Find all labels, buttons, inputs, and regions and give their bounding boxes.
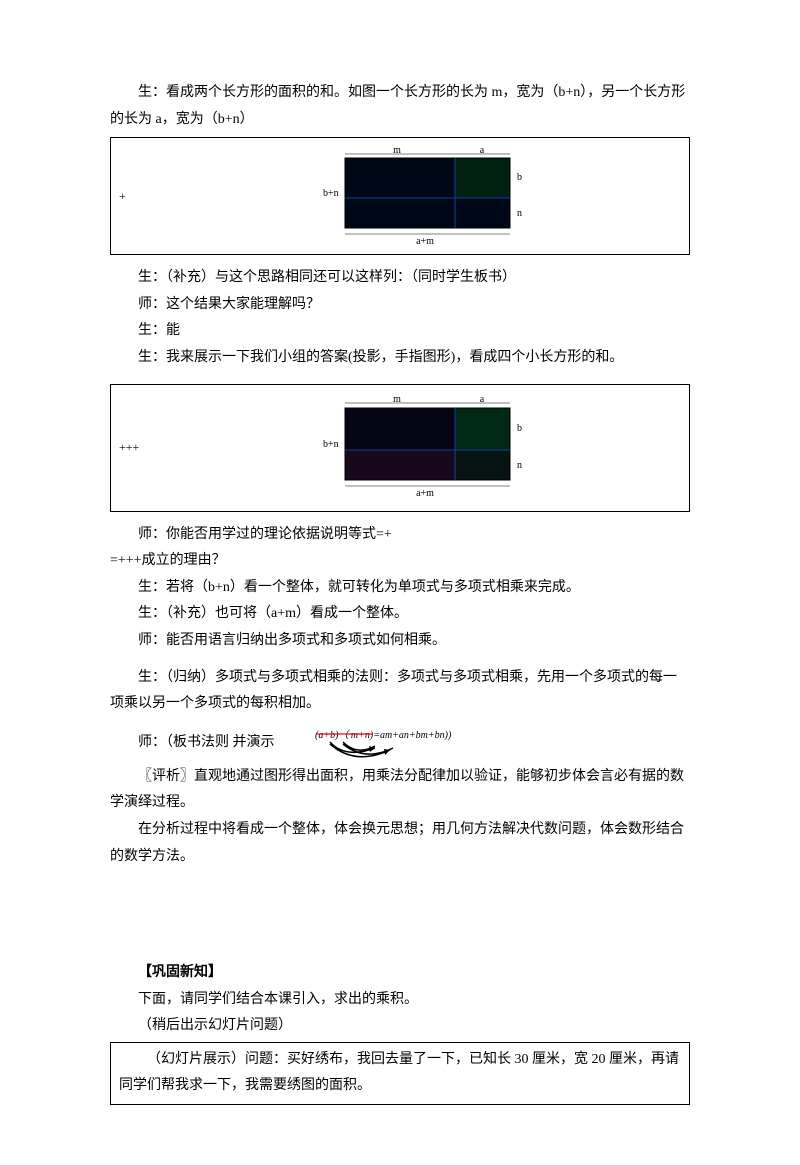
- label-am: a+m: [416, 488, 434, 499]
- figure-box-2: +++ m a b n b+n a+m: [110, 384, 690, 512]
- dialogue-line: 生：能: [110, 318, 690, 345]
- formula-text: (a+b)（ m+n)=am+an+bm+bn)): [315, 729, 452, 741]
- dialogue-line: 生：（归纳）多项式与多项式相乘的法则：多项式与多项式相乘，先用一个多项式的每一项…: [110, 665, 690, 718]
- label-b: b: [517, 423, 522, 434]
- diagram-1: m a b n b+n a+m: [149, 146, 681, 246]
- dialogue-line: 生：看成两个长方形的面积的和。如图一个长方形的长为 m，宽为（b+n），另一个长…: [110, 80, 690, 133]
- label-bn: b+n: [323, 188, 339, 199]
- dialogue-line: 生：（补充）与这个思路相同还可以这样列：（同时学生板书）: [110, 265, 690, 292]
- formula-line: 师：（板书法则 并演示 (a+b)（ m+n)=am+an+bm+bn)): [110, 724, 690, 764]
- dialogue-line: 生：我来展示一下我们小组的答案(投影，手指图形)，看成四个小长方形的和。: [110, 345, 690, 372]
- label-a: a: [480, 146, 485, 156]
- diagram-2: m a b n b+n a+m: [149, 393, 681, 503]
- plus-marker: +++: [119, 436, 149, 459]
- label-m: m: [393, 394, 401, 405]
- label-a: a: [480, 394, 485, 405]
- document-page: 生：看成两个长方形的面积的和。如图一个长方形的长为 m，宽为（b+n），另一个长…: [0, 0, 800, 1165]
- plus-marker: +: [119, 185, 149, 208]
- body-text: （稍后出示幻灯片问题）: [110, 1013, 690, 1040]
- dialogue-line: =+++成立的理由？: [110, 548, 690, 575]
- analysis-text: 〖评析〗直观地通过图形得出面积，用乘法分配律加以验证，能够初步体会言必有据的数学…: [110, 764, 690, 817]
- slide-text: （幻灯片展示）问题：买好绣布，我回去量了一下，已知长 30 厘米，宽 20 厘米…: [119, 1047, 681, 1100]
- label-b: b: [517, 172, 522, 183]
- section-title: 【巩固新知】: [110, 960, 690, 987]
- slide-box: （幻灯片展示）问题：买好绣布，我回去量了一下，已知长 30 厘米，宽 20 厘米…: [110, 1042, 690, 1105]
- label-n: n: [517, 460, 522, 471]
- analysis-text: 在分析过程中将看成一个整体，体会换元思想；用几何方法解决代数问题，体会数形结合的…: [110, 817, 690, 870]
- formula-diagram: (a+b)（ m+n)=am+an+bm+bn)): [315, 724, 545, 764]
- dialogue-line: 师：能否用语言归纳出多项式和多项式如何相乘。: [110, 628, 690, 655]
- dialogue-line: 师：你能否用学过的理论依据说明等式=+: [110, 522, 690, 549]
- label-bn: b+n: [323, 439, 339, 450]
- dialogue-line: 生：若将（b+n）看一个整体，就可转化为单项式与多项式相乘来完成。: [110, 575, 690, 602]
- label-am: a+m: [416, 236, 434, 246]
- body-text: 下面，请同学们结合本课引入，求出的乘积。: [110, 987, 690, 1014]
- dialogue-prefix: 师：（板书法则 并演示: [110, 730, 275, 757]
- figure-box-1: + m a b n b+n a+m: [110, 137, 690, 255]
- label-m: m: [393, 146, 401, 156]
- label-n: n: [517, 208, 522, 219]
- dialogue-line: 生：（补充）也可将（a+m）看成一个整体。: [110, 601, 690, 628]
- dialogue-line: 师：这个结果大家能理解吗？: [110, 292, 690, 319]
